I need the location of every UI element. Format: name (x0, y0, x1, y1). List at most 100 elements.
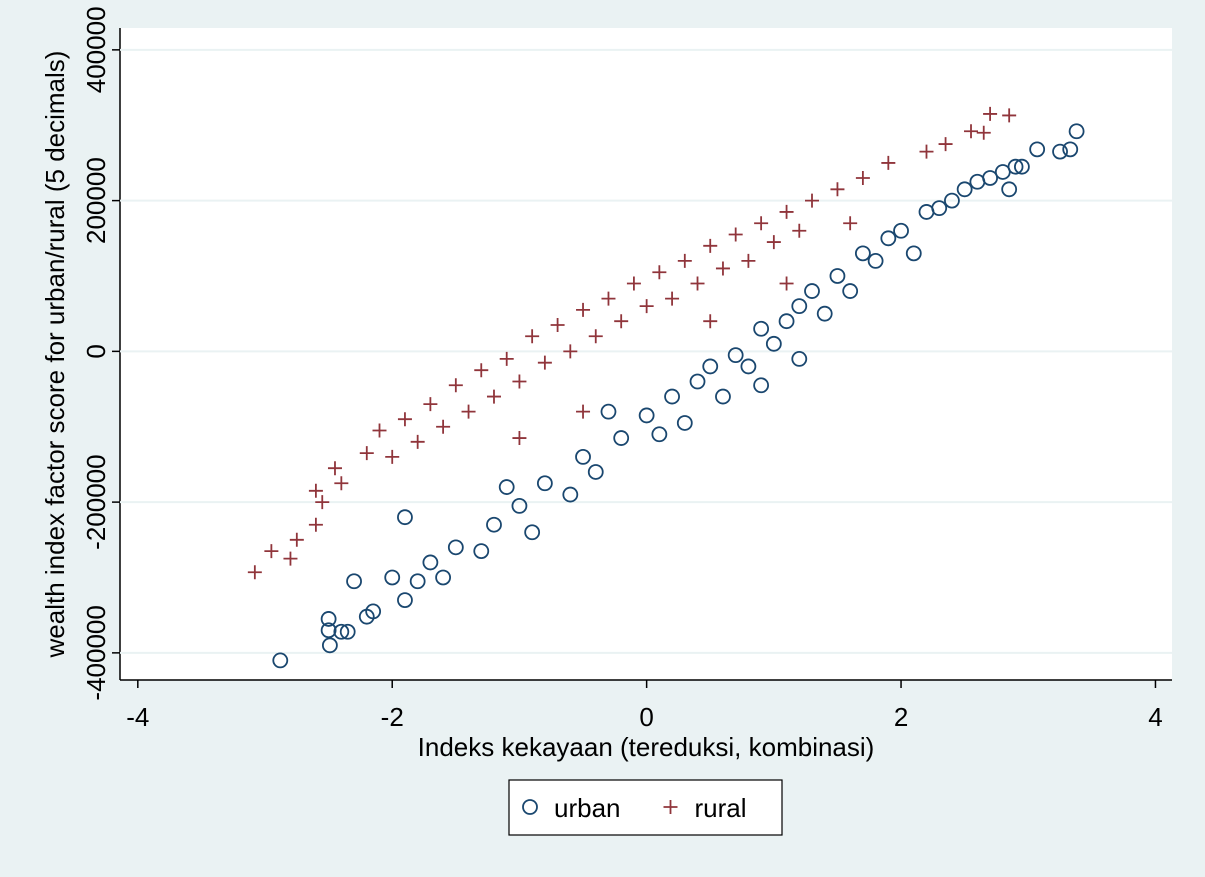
point (1052, 143, 1068, 160)
point (842, 283, 859, 299)
x-tick-label: -4 (126, 702, 149, 732)
point (283, 551, 298, 566)
point (854, 245, 871, 262)
legend-label: urban (554, 793, 621, 823)
point (448, 378, 463, 393)
point (588, 329, 603, 344)
point (944, 192, 960, 209)
point (766, 235, 781, 250)
point (690, 276, 705, 291)
point (397, 412, 412, 427)
legend-label: rural (695, 793, 747, 823)
point (651, 426, 668, 443)
point (1007, 158, 1024, 175)
legend (508, 779, 783, 836)
point (867, 253, 884, 269)
point (512, 431, 527, 446)
point (423, 397, 438, 412)
point (715, 261, 730, 276)
point (525, 329, 540, 344)
point (740, 358, 757, 375)
point (626, 276, 641, 291)
point (587, 464, 604, 480)
point (855, 170, 870, 185)
point (334, 476, 349, 491)
x-tick-label: 0 (639, 702, 653, 732)
point (938, 137, 953, 152)
point (1002, 108, 1017, 123)
point (1068, 123, 1085, 140)
point (512, 374, 527, 389)
plot-area (120, 28, 1172, 680)
point (956, 181, 973, 198)
point (461, 404, 476, 419)
point (982, 170, 998, 186)
point (1013, 158, 1030, 175)
point (728, 227, 743, 242)
point (320, 622, 337, 639)
point (753, 320, 770, 337)
point (638, 407, 655, 424)
point (575, 448, 591, 465)
legend-symbol (663, 800, 678, 814)
point (524, 524, 541, 541)
point (791, 298, 808, 315)
point (562, 486, 579, 503)
point (272, 652, 289, 669)
point (346, 573, 362, 590)
point (715, 388, 731, 405)
point (550, 317, 565, 332)
point (804, 283, 820, 299)
point (474, 363, 489, 378)
point (436, 419, 451, 434)
point (397, 509, 413, 526)
point (779, 276, 794, 291)
point (919, 144, 934, 159)
y-tick-label: 400000 (81, 6, 111, 93)
point (829, 268, 846, 284)
point (931, 200, 948, 217)
point (397, 592, 413, 609)
point (677, 253, 692, 268)
point (537, 355, 552, 370)
point (576, 302, 591, 317)
point (365, 603, 382, 620)
point (308, 517, 323, 532)
point (778, 313, 795, 330)
point (536, 475, 553, 492)
point (791, 350, 808, 367)
y-tick-label: -400000 (81, 605, 111, 700)
point (447, 539, 464, 556)
point (1029, 141, 1046, 158)
point (613, 430, 630, 446)
point (639, 299, 654, 314)
point (410, 434, 425, 449)
point (893, 222, 909, 239)
y-tick-label: 200000 (81, 157, 111, 244)
point (805, 193, 820, 208)
point (321, 637, 338, 654)
point (754, 216, 769, 231)
point (308, 483, 323, 498)
point (372, 423, 387, 438)
y-tick-label: -200000 (81, 454, 111, 549)
point (499, 351, 514, 366)
point (359, 446, 374, 461)
point (422, 554, 439, 571)
point (600, 403, 617, 420)
point (264, 544, 279, 559)
point (880, 230, 897, 247)
point (689, 373, 706, 390)
point (779, 204, 794, 219)
point (702, 358, 719, 375)
point (792, 223, 807, 238)
point (964, 124, 979, 139)
point (703, 238, 718, 253)
point (385, 449, 400, 464)
point (498, 479, 515, 495)
point (765, 335, 782, 352)
x-tick-label: -2 (381, 702, 404, 732)
point (676, 415, 693, 431)
point (976, 125, 991, 140)
